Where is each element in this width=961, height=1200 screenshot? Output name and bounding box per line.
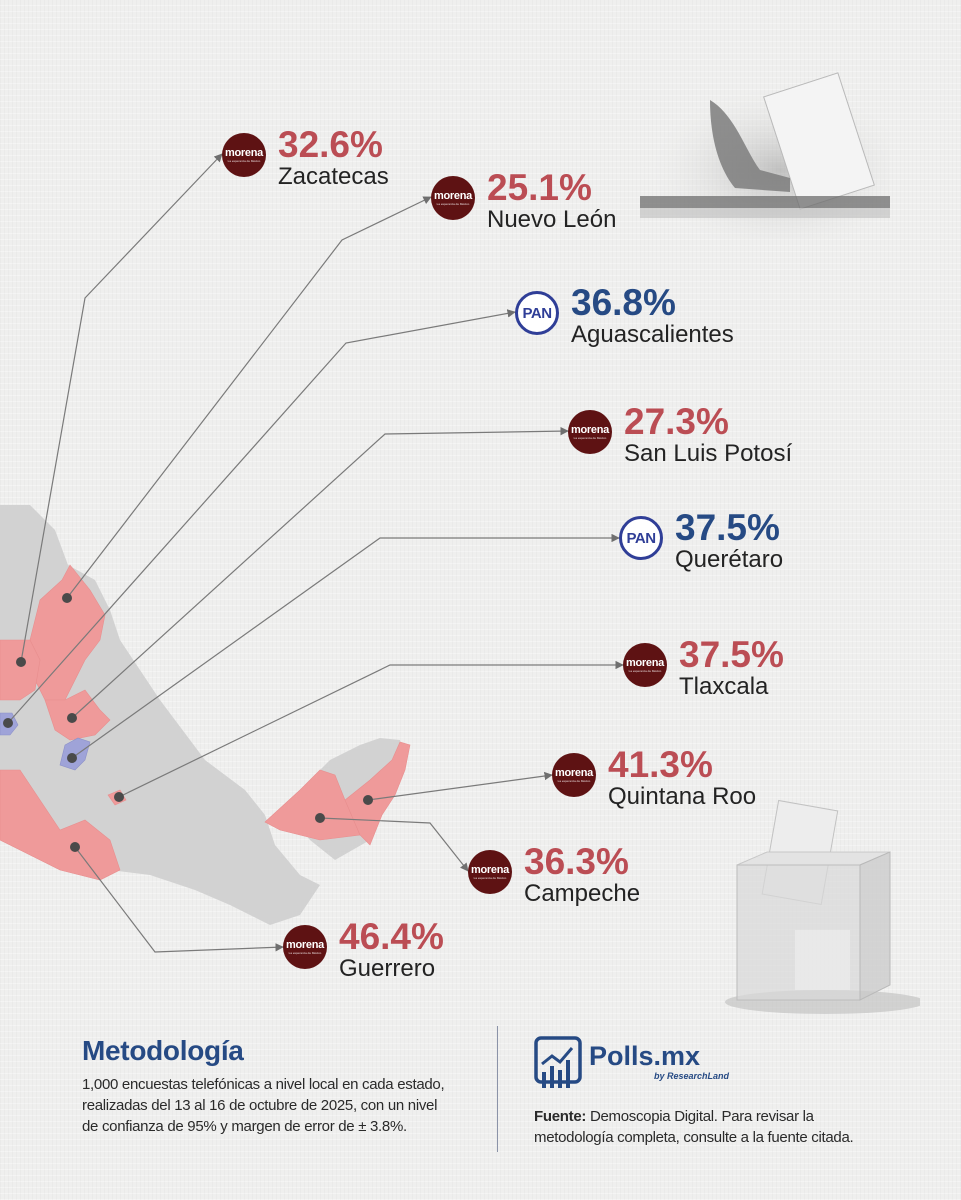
methodology-title: Metodología bbox=[82, 1035, 244, 1066]
morena-logo: morena La esperanza de México bbox=[552, 753, 596, 797]
leader-line bbox=[319, 817, 469, 872]
party-logo-subtext: La esperanza de México bbox=[573, 435, 607, 440]
morena-logo: morena La esperanza de México bbox=[623, 643, 667, 687]
map-point bbox=[67, 713, 77, 723]
party-logo-text: morena bbox=[471, 863, 509, 876]
methodology-line: de confianza de 95% y margen de error de… bbox=[82, 1118, 407, 1135]
party-logo-text: morena bbox=[571, 423, 609, 436]
state-aguascalientes-region bbox=[0, 639, 41, 701]
leader-line bbox=[74, 846, 284, 953]
ballot-hand-icon bbox=[640, 72, 890, 240]
chart-frame-icon bbox=[534, 1036, 582, 1088]
result-state: Guerrero bbox=[339, 955, 436, 982]
source-line: Demoscopia Digital. Para revisar la bbox=[589, 1108, 814, 1125]
source-line: metodología completa, consulte a la fuen… bbox=[534, 1129, 854, 1146]
leader-line bbox=[66, 196, 432, 599]
result-state: Quintana Roo bbox=[608, 783, 757, 810]
morena-logo: morena La esperanza de México bbox=[468, 850, 512, 894]
brand-byline: by ResearchLand bbox=[654, 1071, 730, 1081]
map-point bbox=[315, 813, 325, 823]
methodology-line: 1,000 encuestas telefónicas a nivel loca… bbox=[82, 1076, 445, 1093]
result-state: Campeche bbox=[524, 880, 641, 907]
methodology-line: realizadas del 13 al 16 de octubre de 20… bbox=[82, 1097, 438, 1114]
leader-line bbox=[7, 309, 516, 724]
methodology-text: 1,000 encuestas telefónicas a nivel loca… bbox=[82, 1074, 482, 1137]
party-logo-text: morena bbox=[434, 189, 472, 202]
party-logo-subtext: La esperanza de México bbox=[227, 158, 261, 163]
party-logo-text: PAN bbox=[626, 529, 656, 547]
state-guerrero bbox=[0, 769, 121, 881]
map-point bbox=[70, 842, 80, 852]
party-logo-subtext: La esperanza de México bbox=[436, 201, 470, 206]
divider bbox=[497, 1026, 498, 1152]
result-percent: 37.5% bbox=[675, 507, 780, 548]
source-label: Fuente: bbox=[534, 1108, 587, 1125]
brand-logo: Polls.mx by ResearchLand bbox=[534, 1036, 764, 1096]
party-logo-text: PAN bbox=[522, 304, 552, 322]
result-percent: 41.3% bbox=[608, 744, 713, 785]
leader-line bbox=[71, 533, 620, 759]
ballot-box-icon bbox=[725, 799, 920, 1014]
party-logo-text: morena bbox=[626, 656, 664, 669]
map-point bbox=[16, 657, 26, 667]
morena-logo: morena La esperanza de México bbox=[431, 176, 475, 220]
result-percent: 36.8% bbox=[571, 282, 676, 323]
leader-line bbox=[20, 153, 223, 663]
pan-logo: PAN bbox=[619, 516, 663, 560]
source: Fuente: Demoscopia Digital. Para revisar… bbox=[534, 1106, 934, 1148]
result-percent: 36.3% bbox=[524, 841, 629, 882]
party-logo-subtext: La esperanza de México bbox=[628, 668, 662, 673]
party-logo-subtext: La esperanza de México bbox=[557, 778, 591, 783]
result-percent: 27.3% bbox=[624, 401, 729, 442]
result-percent: 32.6% bbox=[278, 124, 383, 165]
party-logo-text: morena bbox=[225, 146, 263, 159]
result-percent: 25.1% bbox=[487, 167, 592, 208]
methodology: Metodología 1,000 encuestas telefónicas … bbox=[82, 1034, 482, 1137]
state-quintana-roo bbox=[344, 741, 411, 846]
morena-logo: morena La esperanza de México bbox=[283, 925, 327, 969]
result-state: Nuevo León bbox=[487, 206, 617, 233]
party-logo-subtext: La esperanza de México bbox=[288, 950, 322, 955]
result-percent: 37.5% bbox=[679, 634, 784, 675]
result-state: Aguascalientes bbox=[571, 321, 734, 348]
result-state: Zacatecas bbox=[278, 163, 389, 190]
result-percent: 46.4% bbox=[339, 916, 444, 957]
leader-line bbox=[367, 771, 553, 801]
map-point bbox=[114, 792, 124, 802]
morena-logo: morena La esperanza de México bbox=[568, 410, 612, 454]
morena-logo: morena La esperanza de México bbox=[222, 133, 266, 177]
brand-name: Polls.mx bbox=[589, 1041, 701, 1071]
map-point bbox=[363, 795, 373, 805]
result-state: San Luis Potosí bbox=[624, 440, 793, 467]
map-point bbox=[67, 753, 77, 763]
result-state: Tlaxcala bbox=[679, 673, 769, 700]
map-highlight-morena bbox=[0, 564, 411, 881]
pan-logo: PAN bbox=[515, 291, 559, 335]
leader-line bbox=[118, 660, 624, 798]
result-state: Querétaro bbox=[675, 546, 784, 573]
leader-lines bbox=[3, 153, 624, 953]
leader-line bbox=[71, 426, 569, 719]
party-logo-subtext: La esperanza de México bbox=[473, 875, 507, 880]
map-point bbox=[3, 718, 13, 728]
party-logo-text: morena bbox=[286, 938, 324, 951]
party-logo-text: morena bbox=[555, 766, 593, 779]
state-san-luis-potosi bbox=[44, 689, 111, 741]
map-point bbox=[62, 593, 72, 603]
